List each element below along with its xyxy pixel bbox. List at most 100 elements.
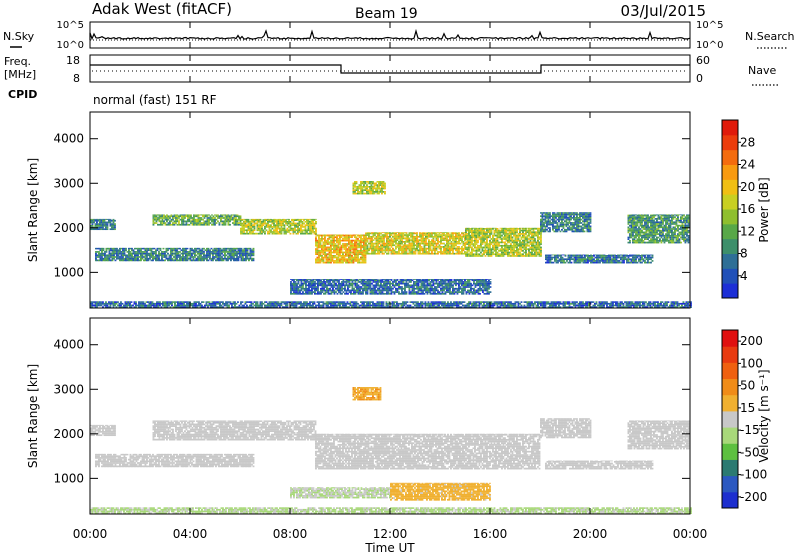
- heatmap-cell: [455, 239, 457, 241]
- heatmap-cell: [264, 231, 266, 233]
- heatmap-cell: [540, 253, 542, 255]
- heatmap-cell: [389, 248, 391, 250]
- heatmap-cell: [480, 245, 482, 247]
- heatmap-cell: [549, 231, 551, 233]
- heatmap-cell: [637, 262, 639, 264]
- heatmap-cell: [440, 241, 442, 243]
- heatmap-cell: [298, 288, 300, 290]
- heatmap-cell: [421, 246, 423, 248]
- heatmap-cell: [635, 258, 637, 260]
- heatmap-cell: [152, 254, 154, 256]
- heatmap-cell: [401, 243, 403, 245]
- heatmap-cell: [388, 246, 390, 248]
- heatmap-cell: [298, 281, 300, 283]
- heatmap-cell: [587, 220, 589, 222]
- heatmap-cell: [590, 231, 592, 233]
- heatmap-cell: [301, 281, 303, 283]
- heatmap-cell: [245, 223, 247, 225]
- heatmap-cell: [371, 241, 373, 243]
- heatmap-cell: [656, 238, 658, 240]
- heatmap-cell: [177, 214, 179, 215]
- heatmap-cell: [209, 256, 211, 258]
- heatmap-cell: [416, 232, 418, 233]
- heatmap-cell: [434, 251, 436, 253]
- heatmap-cell: [178, 217, 180, 219]
- heatmap-cell: [302, 224, 304, 226]
- heatmap-cell: [563, 260, 565, 262]
- heatmap-cell: [497, 247, 499, 249]
- heatmap-cell: [415, 251, 417, 253]
- heatmap-cell: [519, 252, 521, 254]
- heatmap-cell: [114, 220, 116, 222]
- heatmap-cell: [158, 258, 160, 260]
- heatmap-cell: [189, 219, 191, 221]
- heatmap-cell: [592, 257, 594, 259]
- heatmap-cell: [492, 236, 494, 238]
- heatmap-cell: [367, 251, 369, 253]
- heatmap-cell: [206, 258, 208, 260]
- heatmap-cell: [610, 257, 612, 259]
- heatmap-cell: [458, 249, 460, 251]
- heatmap-cell: [360, 248, 362, 250]
- heatmap-cell: [235, 249, 237, 251]
- heatmap-cell: [677, 230, 679, 232]
- heatmap-cell: [221, 253, 223, 255]
- heatmap-cell: [106, 251, 108, 253]
- heatmap-cell: [327, 240, 329, 242]
- heatmap-cell: [479, 250, 481, 252]
- heatmap-cell: [219, 222, 221, 224]
- heatmap-cell: [383, 238, 385, 240]
- heatmap-cell: [339, 241, 341, 243]
- heatmap-cell: [169, 217, 171, 219]
- heatmap-cell: [565, 255, 567, 256]
- heatmap-cell: [679, 235, 681, 237]
- freq-tick-bottom: 8: [73, 72, 80, 85]
- heatmap-cell: [641, 223, 643, 225]
- heatmap-cell: [430, 246, 432, 248]
- heatmap-cell: [152, 260, 154, 262]
- heatmap-cell: [430, 248, 432, 250]
- heatmap-cell: [400, 244, 402, 246]
- heatmap-cell: [644, 260, 646, 262]
- heatmap-cell: [146, 256, 148, 258]
- heatmap-cell: [122, 256, 124, 258]
- heatmap-cell: [301, 290, 303, 292]
- heatmap-cell: [247, 251, 249, 253]
- heatmap-cell: [339, 253, 341, 255]
- heatmap-cell: [483, 240, 485, 242]
- heatmap-cell: [655, 226, 657, 228]
- heatmap-cell: [668, 218, 670, 220]
- heatmap-cell: [631, 237, 633, 239]
- heatmap-cell: [536, 255, 538, 257]
- heatmap-cell: [661, 216, 663, 218]
- heatmap-cell: [269, 228, 271, 230]
- heatmap-cell: [314, 226, 316, 228]
- heatmap-cell: [533, 230, 535, 232]
- heatmap-cell: [470, 245, 472, 247]
- heatmap-cell: [214, 217, 216, 219]
- heatmap-cell: [379, 234, 381, 236]
- heatmap-cell: [674, 232, 676, 234]
- heatmap-cell: [225, 224, 227, 226]
- heatmap-cell: [172, 254, 174, 256]
- heatmap-cell: [494, 233, 496, 235]
- heatmap-cell: [133, 249, 135, 251]
- heatmap-cell: [371, 238, 373, 240]
- heatmap-cell: [172, 219, 174, 221]
- heatmap-cell: [593, 258, 595, 260]
- heatmap-cell: [302, 284, 304, 286]
- heatmap-cell: [107, 228, 109, 230]
- heatmap-cell: [253, 248, 255, 250]
- heatmap-cell: [477, 242, 479, 244]
- heatmap-cell: [163, 214, 165, 215]
- heatmap-cell: [647, 214, 649, 215]
- heatmap-cell: [545, 219, 547, 221]
- heatmap-cell: [351, 255, 353, 257]
- heatmap-cell: [418, 241, 420, 243]
- heatmap-cell: [489, 235, 491, 237]
- heatmap-cell: [557, 222, 559, 224]
- heatmap-cell: [576, 212, 578, 213]
- heatmap-cell: [569, 220, 571, 222]
- heatmap-cell: [491, 243, 493, 245]
- heatmap-cell: [365, 236, 367, 238]
